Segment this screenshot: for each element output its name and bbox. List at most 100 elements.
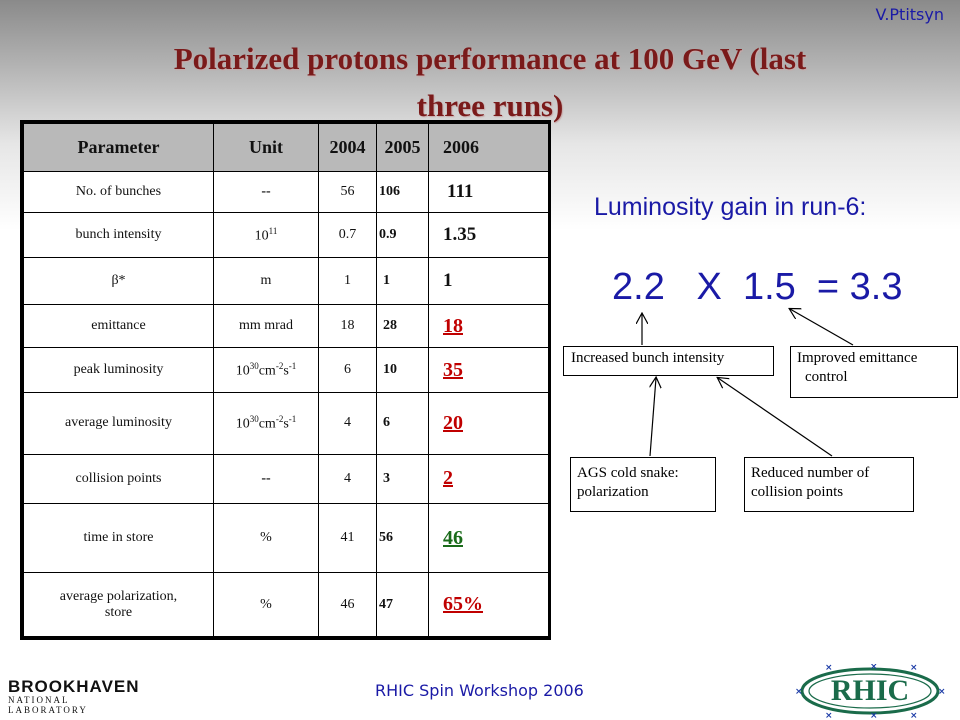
param-line-2: store xyxy=(104,604,133,620)
cell-2004: 41 xyxy=(318,502,377,574)
cell-param: time in store xyxy=(23,502,214,574)
svg-text:×: × xyxy=(870,664,878,672)
table-row: average polarization, store % 46 47 65% xyxy=(23,572,549,637)
unit-exp3: -1 xyxy=(288,414,297,425)
table-row: peak luminosity 1030cm-2s-1 6 10 35 xyxy=(23,347,549,394)
cell-2006: 35 xyxy=(428,347,549,394)
header-2006: 2006 xyxy=(428,123,549,172)
svg-text:×: × xyxy=(910,711,918,718)
ags-line-2: polarization xyxy=(577,484,649,500)
param-line-1: average polarization, xyxy=(59,588,178,604)
cell-2005: 28 xyxy=(376,304,429,349)
cell-unit: -- xyxy=(213,171,319,213)
unit-base: 10 xyxy=(235,416,250,432)
improved-emittance-box: Improved emittance control xyxy=(790,346,958,398)
unit-exp2: -2 xyxy=(275,360,284,371)
cell-2006: 111 xyxy=(428,171,549,213)
cell-2005: 6 xyxy=(376,392,429,455)
cell-param: No. of bunches xyxy=(23,171,214,213)
cell-2005: 56 xyxy=(376,502,429,574)
table-row: bunch intensity 1011 0.7 0.9 1.35 xyxy=(23,211,549,259)
cell-2004: 6 xyxy=(318,347,377,394)
author-name: V.Ptitsyn xyxy=(875,5,944,24)
cell-2006: 65% xyxy=(428,572,549,637)
cell-2005: 106 xyxy=(376,171,429,213)
cell-2005: 0.9 xyxy=(376,211,429,259)
cell-unit: -- xyxy=(213,453,319,504)
performance-table: Parameter Unit 2004 2005 2006 No. of bun… xyxy=(23,123,549,637)
unit-mid2: s xyxy=(283,416,289,432)
cell-unit: 1030cm-2s-1 xyxy=(213,347,319,394)
header-2005: 2005 xyxy=(376,123,429,172)
svg-text:×: × xyxy=(825,664,833,673)
reduced-collision-box: Reduced number of collision points xyxy=(744,457,914,512)
cell-param: collision points xyxy=(23,453,214,504)
increased-bunch-box: Increased bunch intensity xyxy=(563,346,774,376)
cell-2004: 46 xyxy=(318,572,377,637)
cell-2006: 1 xyxy=(428,257,549,306)
header-unit: Unit xyxy=(213,123,319,172)
performance-table-frame: Parameter Unit 2004 2005 2006 No. of bun… xyxy=(20,120,551,640)
unit-mid: cm xyxy=(258,363,276,379)
title-line-2: three runs) xyxy=(416,87,564,123)
arrow-ags-to-bunch xyxy=(650,378,656,457)
rhic-logo-text: RHIC xyxy=(831,674,909,707)
increased-bunch-label: Increased bunch intensity xyxy=(571,350,725,366)
unit-mid: cm xyxy=(258,416,276,432)
unit-exp: 30 xyxy=(249,360,259,371)
ags-snake-box: AGS cold snake: polarization xyxy=(570,457,716,512)
cell-param: bunch intensity xyxy=(23,211,214,259)
unit-base: 10 xyxy=(235,363,250,379)
svg-text:×: × xyxy=(825,711,833,718)
brookhaven-logo: BROOKHAVEN NATIONAL LABORATORY xyxy=(8,677,148,715)
cell-unit: 1030cm-2s-1 xyxy=(213,392,319,455)
ags-line-1: AGS cold snake: xyxy=(577,465,679,481)
title-line-1: Polarized protons performance at 100 GeV… xyxy=(173,41,807,76)
svg-text:×: × xyxy=(938,687,945,697)
cell-2004: 56 xyxy=(318,171,377,213)
unit-exp: 11 xyxy=(268,225,278,236)
cell-2004: 1 xyxy=(318,257,377,306)
svg-text:×: × xyxy=(795,687,803,697)
header-parameter: Parameter xyxy=(23,123,214,172)
bnl-logo-subtitle: NATIONAL LABORATORY xyxy=(8,695,88,715)
cell-param: emittance xyxy=(23,304,214,349)
unit-base: 10 xyxy=(254,228,269,244)
unit-mid2: s xyxy=(283,363,289,379)
cell-param: average polarization, store xyxy=(23,572,214,637)
cell-param: average luminosity xyxy=(23,392,214,455)
table-row: time in store % 41 56 46 xyxy=(23,502,549,574)
cell-2006: 20 xyxy=(428,392,549,455)
cell-2004: 0.7 xyxy=(318,211,377,259)
cell-2005: 1 xyxy=(376,257,429,306)
reduced-line-2: collision points xyxy=(751,484,844,500)
bnl-logo-name: BROOKHAVEN xyxy=(8,677,140,696)
cell-2006: 2 xyxy=(428,453,549,504)
cell-2005: 47 xyxy=(376,572,429,637)
unit-exp2: -2 xyxy=(275,414,284,425)
footer-workshop: RHIC Spin Workshop 2006 xyxy=(375,681,584,700)
table-row: average luminosity 1030cm-2s-1 4 6 20 xyxy=(23,392,549,455)
cell-unit: % xyxy=(213,502,319,574)
improved-emittance-line-2: control xyxy=(805,369,848,385)
cell-2006: 46 xyxy=(428,502,549,574)
slide-title: Polarized protons performance at 100 GeV… xyxy=(95,36,885,129)
cell-param: β* xyxy=(23,257,214,306)
table-row: β* m 1 1 1 xyxy=(23,257,549,306)
luminosity-gain-title: Luminosity gain in run-6: xyxy=(594,193,867,221)
cell-unit: m xyxy=(213,257,319,306)
cell-unit: % xyxy=(213,572,319,637)
table-row: emittance mm mrad 18 28 18 xyxy=(23,304,549,349)
header-2004: 2004 xyxy=(318,123,377,172)
cell-2004: 18 xyxy=(318,304,377,349)
cell-unit: 1011 xyxy=(213,211,319,259)
arrow-emittance-to-1-5 xyxy=(790,309,854,346)
cell-2004: 4 xyxy=(318,453,377,504)
table-header-row: Parameter Unit 2004 2005 2006 xyxy=(23,123,549,172)
svg-text:×: × xyxy=(910,664,918,673)
svg-text:×: × xyxy=(870,711,878,718)
luminosity-equation: 2.2 X 1.5 = 3.3 xyxy=(612,266,903,308)
improved-emittance-line-1: Improved emittance xyxy=(797,350,918,366)
cell-2005: 3 xyxy=(376,453,429,504)
cell-2004: 4 xyxy=(318,392,377,455)
